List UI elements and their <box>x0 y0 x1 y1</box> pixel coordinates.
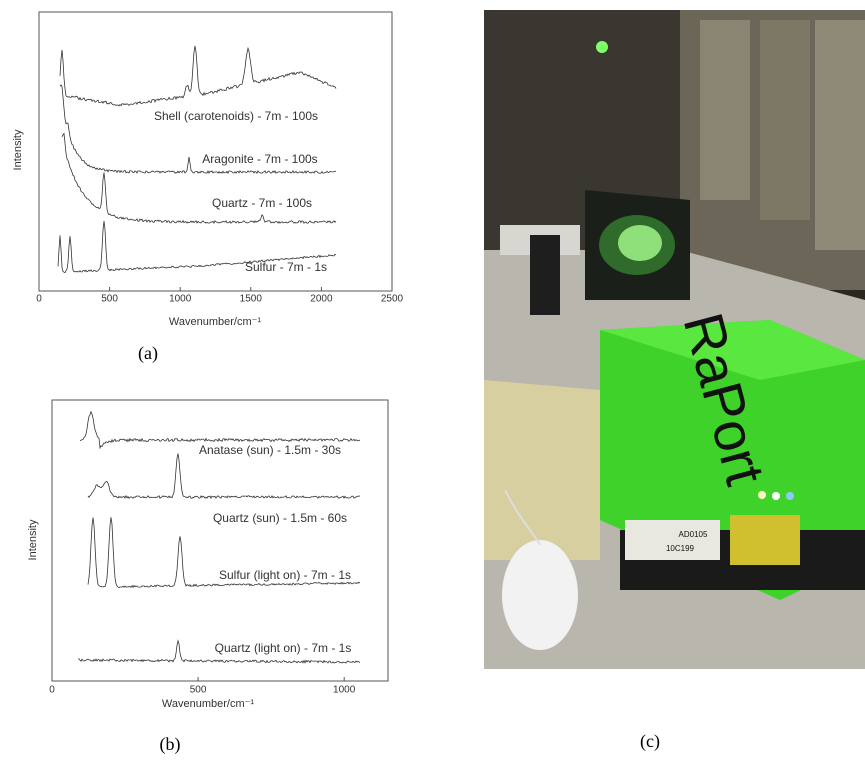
x-tick-label: 0 <box>49 685 55 696</box>
photo: RaPort AD0105 10C199 <box>484 10 865 669</box>
y-axis-label: Intensity <box>12 129 24 170</box>
trace-label: Anatase (sun) - 1.5m - 30s <box>199 443 341 457</box>
x-tick-label: 1000 <box>333 685 356 696</box>
plot-frame <box>52 400 388 681</box>
trace-label: Quartz (sun) - 1.5m - 60s <box>213 511 347 525</box>
x-tick-label: 500 <box>101 294 118 305</box>
trace-label: Sulfur (light on) - 7m - 1s <box>219 568 351 582</box>
x-tick-label: 500 <box>190 685 207 696</box>
x-axis-label: Wavenumber/cm⁻¹ <box>162 698 255 710</box>
panel-label: (c) <box>640 731 660 752</box>
x-axis-label: Wavenumber/cm⁻¹ <box>169 316 262 328</box>
panel-label: (a) <box>138 343 158 364</box>
spectrum-trace <box>88 453 360 498</box>
figure: Intensity Wavenumber/cm⁻¹ (a) Intensity … <box>0 0 865 762</box>
device-tag: 10C199 <box>666 544 695 553</box>
x-tick-label: 2500 <box>381 294 404 305</box>
trace-label: Aragonite - 7m - 100s <box>202 152 317 166</box>
page: Figure {"panels": [ {"id": "(a)", "ylabe… <box>0 0 865 762</box>
body: Intensity Wavenumber/cm⁻¹ (a) Intensity … <box>0 0 865 762</box>
trace-label: Quartz - 7m - 100s <box>212 196 312 210</box>
x-tick-label: 1500 <box>240 294 263 305</box>
x-tick-label: 2000 <box>310 294 333 305</box>
x-tick-label: 0 <box>36 294 42 305</box>
trace-label: Quartz (light on) - 7m - 1s <box>215 641 352 655</box>
panel-label: (b) <box>160 734 181 755</box>
y-axis-label: Intensity <box>27 519 39 560</box>
device-tag: AD0105 <box>679 530 708 539</box>
x-tick-label: 1000 <box>169 294 192 305</box>
spectrum-trace <box>60 46 336 106</box>
trace-label: Shell (carotenoids) - 7m - 100s <box>154 109 318 123</box>
trace-label: Sulfur - 7m - 1s <box>245 260 327 274</box>
